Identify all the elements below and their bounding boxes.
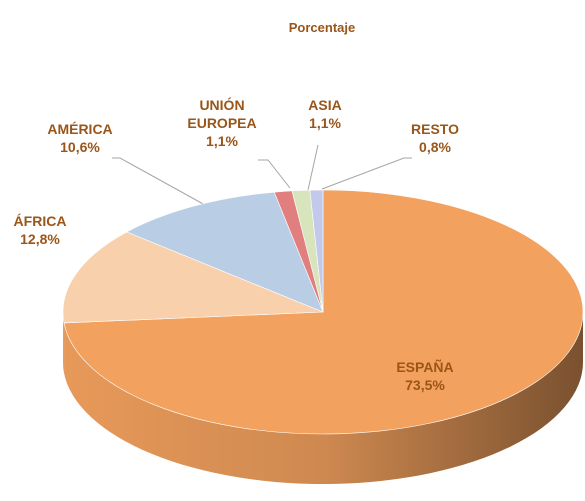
pie-slice <box>309 189 324 313</box>
chart-title: Porcentaje <box>288 20 356 35</box>
pie-side-shade <box>62 312 65 373</box>
pie-slice <box>63 189 584 435</box>
value-label: 0,8% <box>419 139 451 155</box>
value-label: 1,1% <box>206 133 238 149</box>
data-label: RESTO 0,8% <box>400 120 470 156</box>
data-label: AMÉRICA 10,6% <box>35 120 125 156</box>
value-label: 10,6% <box>60 139 100 155</box>
category-label: ÁFRICA <box>13 213 67 229</box>
pie-side-shade <box>64 312 584 485</box>
leader-lines <box>112 144 412 206</box>
leader-line <box>258 159 291 189</box>
value-label: 12,8% <box>20 231 60 247</box>
category-label: ESPAÑA <box>396 359 454 375</box>
category-label: UNIÓN EUROPEA <box>187 97 257 131</box>
leader-line <box>112 157 206 206</box>
data-label: ESPAÑA 73,5% <box>380 358 470 394</box>
leader-line <box>321 157 412 190</box>
value-label: 73,5% <box>405 377 445 393</box>
data-label: ÁFRICA 12,8% <box>0 212 80 248</box>
category-label: RESTO <box>411 121 459 137</box>
data-label: ASIA 1,1% <box>295 96 355 132</box>
pie-slice <box>126 191 324 313</box>
category-label: ASIA <box>308 97 342 113</box>
value-label: 1,1% <box>309 115 341 131</box>
category-label: AMÉRICA <box>47 121 113 137</box>
leader-line <box>307 144 319 191</box>
data-label: UNIÓN EUROPEA 1,1% <box>177 96 267 150</box>
pie-slice <box>62 231 324 324</box>
